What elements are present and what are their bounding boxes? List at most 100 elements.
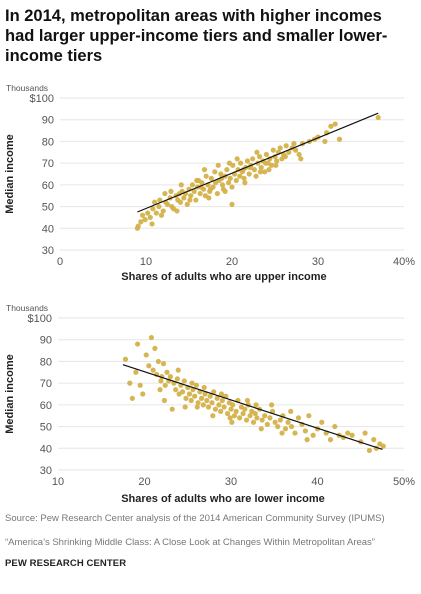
lower-data-point [182, 404, 188, 410]
upper-data-point [282, 154, 288, 160]
lower-data-point [229, 419, 235, 425]
upper-data-point [214, 190, 220, 197]
upper-y-tick-label: 70 [42, 158, 54, 170]
upper-x-axis-title: Shares of adults who are upper income [121, 271, 326, 283]
upper-data-point [225, 180, 232, 186]
lower-y-tick-label: 70 [40, 378, 52, 390]
lower-data-point [193, 382, 199, 388]
lower-x-tick-label: 20 [138, 476, 150, 488]
upper-data-point [218, 171, 224, 177]
upper-data-point [208, 175, 214, 181]
lower-data-point [252, 410, 258, 417]
lower-trend-line [122, 364, 383, 450]
upper-data-point [273, 162, 279, 168]
upper-data-point [156, 203, 162, 210]
lower-data-point [209, 400, 215, 406]
lower-data-point [253, 402, 259, 408]
lower-data-point [211, 389, 217, 395]
upper-data-point [250, 156, 256, 162]
lower-data-point [306, 413, 312, 419]
upper-y-tick-label: 80 [42, 136, 54, 148]
upper-data-point [244, 158, 251, 164]
lower-data-point [304, 437, 310, 443]
upper-data-point [296, 151, 302, 158]
upper-data-point [181, 195, 187, 201]
lower-data-point [267, 415, 273, 421]
lower-data-point [161, 397, 167, 404]
upper-data-point [251, 167, 257, 173]
upper-data-point [262, 160, 269, 166]
upper-data-point [189, 182, 196, 188]
upper-data-point [149, 221, 155, 227]
upper-x-tick-label: 0 [57, 256, 63, 268]
upper-data-point [246, 171, 252, 177]
lower-data-point [214, 395, 220, 401]
lower-data-point [230, 402, 236, 408]
upper-data-point [257, 169, 263, 175]
lower-data-point [200, 402, 206, 408]
upper-y-axis-title: Median income [4, 134, 16, 213]
upper-data-point [199, 180, 205, 186]
lower-data-point [186, 391, 193, 397]
lower-units-note: Thousands [6, 303, 48, 313]
report-title-note: “America’s Shrinking Middle Class: A Clo… [5, 537, 375, 548]
lower-data-point [264, 421, 270, 427]
upper-data-point [164, 201, 171, 207]
upper-data-point [188, 193, 194, 199]
upper-x-tick-label: 20 [226, 256, 238, 268]
upper-y-tick-label: 90 [42, 115, 54, 127]
lower-data-point [247, 413, 253, 419]
lower-data-point [227, 415, 233, 421]
upper-x-tick-label: 10 [140, 256, 152, 268]
lower-data-point [258, 426, 264, 432]
lower-y-tick-label: 50 [40, 422, 52, 434]
lower-data-point [146, 363, 152, 369]
lower-data-point [189, 380, 195, 386]
upper-data-point [233, 177, 239, 184]
upper-trend-line [137, 112, 379, 213]
upper-data-point [234, 156, 240, 162]
lower-data-point [237, 415, 243, 421]
upper-data-point [142, 217, 148, 223]
upper-data-point [197, 190, 203, 197]
lower-data-point [279, 430, 285, 436]
lower-data-point [371, 437, 377, 443]
lower-data-point [345, 430, 351, 436]
upper-data-point [150, 206, 156, 212]
lower-data-point [262, 413, 268, 419]
lower-data-point [327, 437, 334, 443]
upper-data-point [258, 164, 264, 171]
lower-data-point [162, 382, 168, 388]
lower-data-point [224, 410, 231, 417]
upper-data-point [162, 190, 168, 197]
lower-data-point [380, 443, 386, 449]
lower-x-axis-title: Shares of adults who are lower income [121, 493, 325, 505]
lower-x-tick-label: 40 [311, 476, 323, 488]
lower-data-point [233, 408, 239, 414]
lower-data-point [277, 417, 283, 423]
upper-data-point [187, 197, 193, 203]
lower-data-point [201, 384, 207, 391]
lower-data-point [122, 356, 129, 362]
upper-data-point [322, 138, 328, 145]
lower-data-point [221, 404, 227, 410]
lower-y-tick-label: 60 [40, 400, 52, 412]
lower-data-point [228, 406, 234, 412]
upper-data-point [238, 160, 244, 166]
lower-data-point [285, 419, 291, 425]
lower-data-point [173, 387, 179, 393]
lower-data-point [174, 376, 180, 382]
source-note: Source: Pew Research Center analysis of … [5, 513, 385, 524]
upper-data-point [212, 169, 218, 175]
lower-data-point [259, 417, 265, 423]
lower-data-point [349, 432, 355, 438]
upper-data-point [152, 199, 158, 205]
organization-name: PEW RESEARCH CENTER [5, 558, 127, 569]
upper-data-point [277, 145, 283, 151]
upper-data-point [266, 167, 272, 173]
lower-data-point [219, 397, 225, 404]
lower-data-point [272, 419, 278, 425]
upper-data-point [291, 141, 297, 147]
upper-data-point [336, 136, 343, 142]
upper-data-point [138, 219, 144, 225]
